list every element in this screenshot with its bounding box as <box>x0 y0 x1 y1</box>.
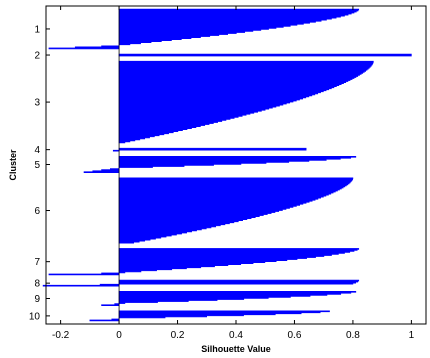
x-tick-label: 0 <box>116 330 122 341</box>
cluster-2-silhouette-bars <box>118 53 412 57</box>
y-axis-ticks: 1 2 3 4 5 6 7 8 9 10 <box>29 24 50 322</box>
cluster-9-silhouette-bars <box>101 291 357 306</box>
y-axis-title: Cluster <box>8 149 18 181</box>
x-tick-label: 0.6 <box>288 330 302 341</box>
y-tick-label: 10 <box>29 311 41 322</box>
cluster-4-silhouette-bars <box>112 147 307 152</box>
cluster-10-silhouette-bars <box>89 310 330 322</box>
plot-background <box>46 6 426 324</box>
y-tick-label: 6 <box>34 206 40 217</box>
y-tick-label: 9 <box>34 294 40 305</box>
y-tick-label: 7 <box>34 257 40 268</box>
x-tick-label: -0.2 <box>52 330 70 341</box>
y-tick-label: 8 <box>34 279 40 290</box>
cluster-8-silhouette-bars <box>42 279 360 287</box>
bars-group <box>42 6 412 324</box>
cluster-5-silhouette-bars <box>83 156 357 173</box>
x-tick-label: 0.8 <box>346 330 360 341</box>
cluster-7-silhouette-bars <box>48 248 360 276</box>
y-tick-label: 2 <box>34 51 40 62</box>
x-axis-ticks: -0.2 0 0.2 0.4 0.6 0.8 1 <box>52 6 415 341</box>
x-axis-title: Silhouette Value <box>201 344 271 354</box>
x-tick-label: 1 <box>409 330 415 341</box>
cluster-3-silhouette-bars <box>118 60 374 144</box>
y-tick-label: 3 <box>34 98 40 109</box>
x-tick-label: 0.4 <box>229 330 243 341</box>
y-tick-label: 1 <box>34 24 40 35</box>
cluster-6-silhouette-bars <box>118 177 354 244</box>
y-tick-label: 4 <box>34 145 40 156</box>
cluster-1-silhouette-bars <box>48 8 360 50</box>
y-tick-label: 5 <box>34 160 40 171</box>
x-tick-label: 0.2 <box>171 330 185 341</box>
